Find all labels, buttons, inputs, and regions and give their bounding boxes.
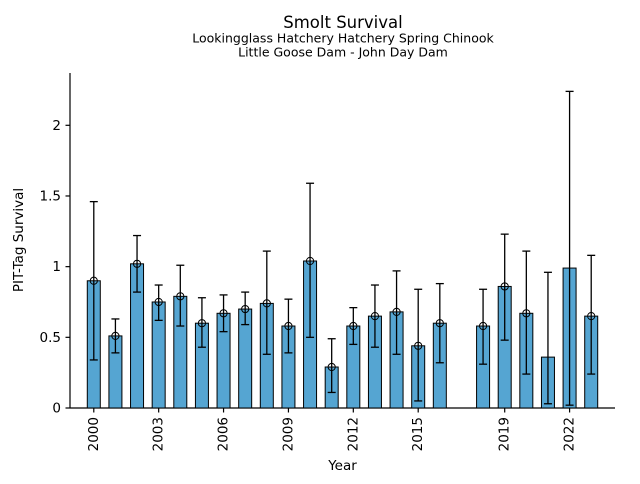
x-axis-label: Year: [327, 458, 357, 474]
y-tick-label-2: 2: [52, 118, 61, 134]
y-axis-label: PIT-Tag Survival: [11, 188, 27, 292]
plot-area: 0 0.5 1 1.5 2 2000 2003 2006 2009 2012 2015 2019 202…: [40, 73, 615, 451]
marker-2011: [327, 362, 336, 372]
marker-2004: [176, 292, 185, 301]
y-tick-label-1.5: 1.5: [40, 188, 61, 204]
marker-2003: [154, 297, 163, 307]
marker-2000: [89, 276, 98, 285]
x-tick-label-2012: 2012: [345, 417, 361, 451]
y-tick-label-1: 1: [52, 259, 61, 275]
marker-2020: [522, 309, 531, 318]
marker-2005: [197, 319, 207, 328]
x-tick-label-2009: 2009: [280, 417, 296, 451]
x-tick-label-2006: 2006: [216, 417, 232, 451]
marker-2009: [284, 321, 293, 331]
marker-2023: [587, 312, 596, 321]
x-tick-label-2003: 2003: [151, 417, 167, 451]
x-tick-label-2015: 2015: [410, 417, 426, 451]
marker-2018: [478, 321, 488, 331]
marker-2008: [262, 299, 271, 308]
marker-2002: [132, 259, 142, 268]
marker-2019: [500, 282, 509, 291]
y-tick-label-0.5: 0.5: [40, 330, 61, 346]
chart-subtitle-hatchery: Lookingglass Hatchery Hatchery Spring Ch…: [192, 31, 494, 46]
y-tick-label-0: 0: [52, 401, 61, 417]
marker-2010: [305, 256, 315, 266]
x-tick-label-2019: 2019: [497, 417, 513, 451]
marker-2016: [435, 319, 444, 328]
marker-2015: [414, 341, 423, 350]
chart-subtitle-reach: Little Goose Dam - John Day Dam: [238, 45, 448, 60]
x-tick-label-2022: 2022: [562, 417, 578, 451]
marker-2014: [392, 307, 401, 316]
marker-2006: [219, 309, 228, 318]
chart-title: Smolt Survival: [283, 13, 402, 32]
marker-2007: [241, 304, 250, 314]
x-tick-label-2000: 2000: [86, 417, 102, 451]
marker-2013: [370, 312, 380, 321]
marker-2012: [349, 321, 358, 331]
marker-2001: [111, 331, 120, 341]
